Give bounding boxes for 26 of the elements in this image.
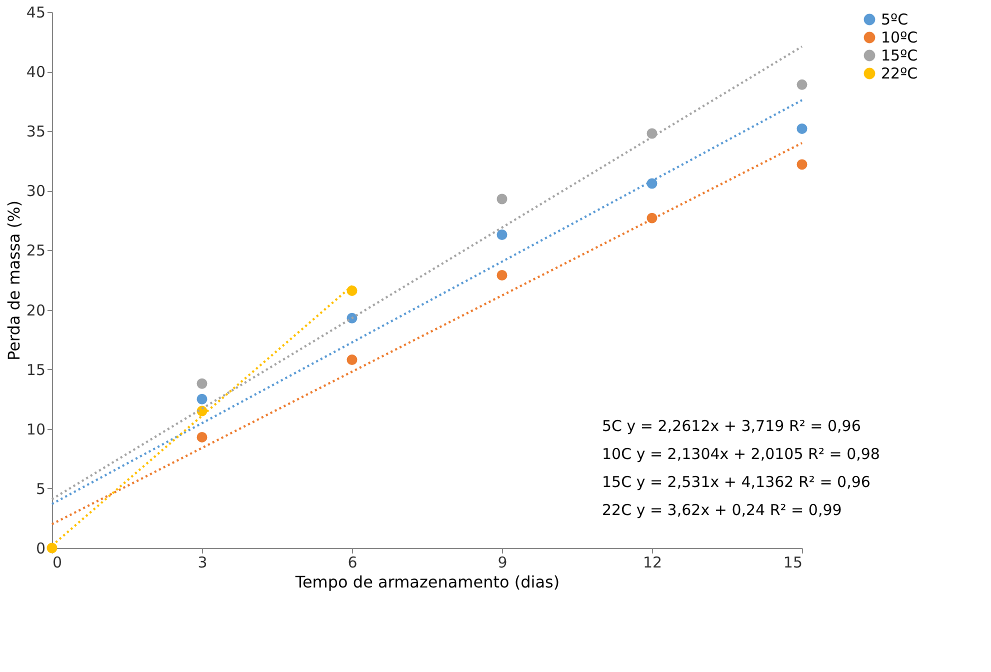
y-tick-label: 30: [26, 182, 46, 200]
x-tick-label: 15: [783, 554, 802, 572]
x-tick-label: 0: [52, 554, 62, 572]
annotation: 10C y = 2,1304x + 2,0105 R² = 0,98: [602, 445, 880, 463]
x-tick-label: 6: [348, 554, 358, 572]
y-tick-label: 0: [36, 540, 46, 558]
y-tick-label: 15: [26, 360, 46, 379]
y-tick-label: 25: [26, 242, 46, 260]
x-tick-label: 3: [198, 554, 208, 572]
legend-label: 22ºC: [881, 64, 918, 82]
y-tick-label: 45: [26, 4, 46, 22]
legend-label: 15ºC: [881, 46, 918, 64]
y-axis-title: Perda de massa (%): [4, 200, 24, 360]
x-axis-title: Tempo de armazenamento (dias): [294, 572, 560, 592]
x-tick-label: 12: [642, 554, 662, 572]
annotation: 15C y = 2,531x + 4,1362 R² = 0,96: [602, 473, 870, 491]
legend-label: 5ºC: [881, 10, 908, 28]
y-tick-label: 20: [26, 301, 46, 320]
legend-label: 10ºC: [881, 28, 918, 46]
y-tick-label: 40: [26, 63, 46, 82]
x-tick-label: 9: [498, 554, 508, 572]
y-tick-label: 5: [36, 480, 46, 498]
annotation: 5C y = 2,2612x + 3,719 R² = 0,96: [602, 417, 861, 435]
annotation: 22C y = 3,62x + 0,24 R² = 0,99: [602, 501, 842, 519]
y-tick-label: 35: [26, 122, 46, 141]
y-tick-label: 10: [26, 420, 46, 438]
